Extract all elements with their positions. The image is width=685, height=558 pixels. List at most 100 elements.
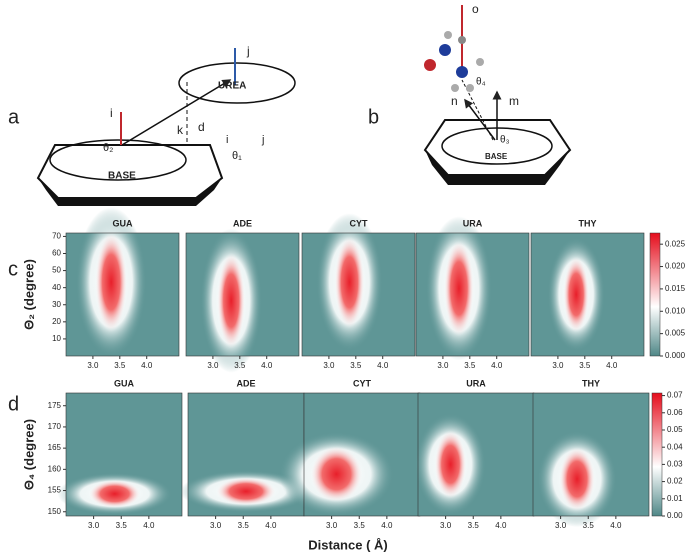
x-tick-label: 4.0	[491, 361, 503, 370]
x-tick-label: 4.0	[381, 521, 393, 530]
angle-label: θ₄	[476, 77, 486, 88]
base-label: BASE	[108, 171, 136, 182]
panel-label: b	[368, 106, 379, 128]
plot-title: ADE	[233, 218, 252, 228]
colorbar-tick-label: 0.05	[667, 425, 683, 434]
plot-title: CYT	[353, 378, 372, 388]
colorbar-tick-label: 0.025	[665, 239, 685, 248]
panel-label: c	[8, 258, 18, 280]
x-tick-label: 4.0	[143, 521, 155, 530]
angle-label: θ₁	[232, 150, 242, 162]
x-tick-label: 3.5	[114, 361, 126, 370]
plot-title: CYT	[350, 218, 369, 228]
x-tick-label: 3.0	[437, 361, 449, 370]
x-tick-label: 4.0	[377, 361, 389, 370]
plot-title: URA	[466, 378, 486, 388]
heatmap-core	[217, 252, 246, 349]
x-tick-label: 3.0	[555, 521, 567, 530]
plot-title: THY	[582, 378, 600, 388]
heatmap-core	[559, 447, 596, 512]
vector-label: m	[509, 94, 519, 108]
vector-label: n	[451, 94, 458, 108]
colorbar	[651, 392, 663, 517]
x-tick-label: 4.0	[610, 521, 622, 530]
heatmap-core	[95, 232, 128, 333]
x-tick-label: 3.0	[552, 361, 564, 370]
x-tick-label: 4.0	[606, 361, 618, 370]
plot-title: GUA	[113, 218, 134, 228]
y-tick-label: 155	[48, 486, 62, 495]
x-tick-label: 3.5	[350, 361, 362, 370]
colorbar-tick-label: 0.04	[667, 442, 683, 451]
colorbar-tick-label: 0.07	[667, 391, 683, 400]
base-label: BASE	[485, 152, 508, 161]
plot-frame	[65, 232, 180, 357]
diagram-a: a UREA BASE θ₂ θ₁ d k i j i j	[8, 44, 296, 206]
y-tick-label: 40	[52, 283, 61, 292]
x-tick-label: 3.5	[234, 361, 246, 370]
x-tick-label: 3.5	[468, 521, 480, 530]
x-tick-label: 3.5	[464, 361, 476, 370]
y-tick-label: 170	[48, 422, 62, 431]
x-tick-label: 3.5	[116, 521, 128, 530]
vector-label: i	[226, 134, 228, 146]
x-tick-label: 3.0	[207, 361, 219, 370]
y-tick-label: 10	[52, 334, 61, 343]
colorbar-tick-label: 0.02	[667, 477, 683, 486]
y-tick-label: 175	[48, 401, 62, 410]
y-axis-label: Θ₂ (degree)	[21, 259, 36, 330]
colorbar-tick-label: 0.010	[665, 306, 685, 315]
x-tick-label: 3.5	[238, 521, 250, 530]
x-tick-label: 4.0	[265, 521, 277, 530]
plot-frame	[65, 392, 183, 517]
vector-label: k	[177, 123, 184, 137]
y-tick-label: 50	[52, 266, 61, 275]
vector-label: j	[261, 134, 264, 146]
y-tick-label: 150	[48, 507, 62, 516]
x-tick-label: 3.0	[210, 521, 222, 530]
x-axis-label: Distance ( Å)	[308, 537, 387, 552]
heatmap-core	[88, 479, 141, 508]
heatmap-core	[434, 430, 467, 499]
colorbar-tick-label: 0.015	[665, 284, 685, 293]
x-tick-label: 3.0	[323, 361, 335, 370]
heatmap-core	[563, 256, 590, 333]
x-tick-label: 4.0	[141, 361, 153, 370]
x-tick-label: 3.5	[579, 361, 591, 370]
colorbar-tick-label: 0.06	[667, 408, 683, 417]
y-tick-label: 165	[48, 443, 62, 452]
y-tick-label: 30	[52, 300, 61, 309]
x-tick-label: 3.0	[440, 521, 452, 530]
heatmap-core	[310, 446, 363, 503]
distance-label: d	[198, 120, 205, 134]
colorbar-tick-label: 0.03	[667, 460, 683, 469]
vector-label: o	[472, 2, 479, 16]
colorbar-tick-label: 0.000	[665, 351, 685, 360]
plot-frame	[185, 232, 300, 357]
colorbar-tick-label: 0.020	[665, 262, 685, 271]
x-tick-label: 3.0	[88, 521, 100, 530]
colorbar	[649, 232, 661, 357]
vector-label: j	[246, 44, 250, 58]
y-tick-label: 60	[52, 249, 61, 258]
plot-frame	[532, 392, 650, 517]
plot-frame	[415, 232, 530, 357]
x-tick-label: 3.5	[354, 521, 366, 530]
heatmap-core	[216, 477, 276, 506]
colorbar-tick-label: 0.01	[667, 494, 683, 503]
plot-title: ADE	[236, 378, 255, 388]
heatmap-core	[443, 240, 474, 337]
y-tick-label: 70	[52, 232, 61, 241]
plot-title: GUA	[114, 378, 135, 388]
x-tick-label: 3.0	[87, 361, 99, 370]
panel-label: d	[8, 393, 19, 415]
heatmap-core	[334, 236, 365, 329]
vector-label: i	[110, 106, 113, 120]
urea-label: UREA	[218, 81, 246, 92]
y-tick-label: 20	[52, 317, 61, 326]
y-tick-label: 160	[48, 464, 62, 473]
panel-label: a	[8, 106, 20, 128]
plot-frame	[301, 232, 416, 357]
diagram-b: b o n m θ₄ θ₃ BASE	[368, 2, 572, 185]
